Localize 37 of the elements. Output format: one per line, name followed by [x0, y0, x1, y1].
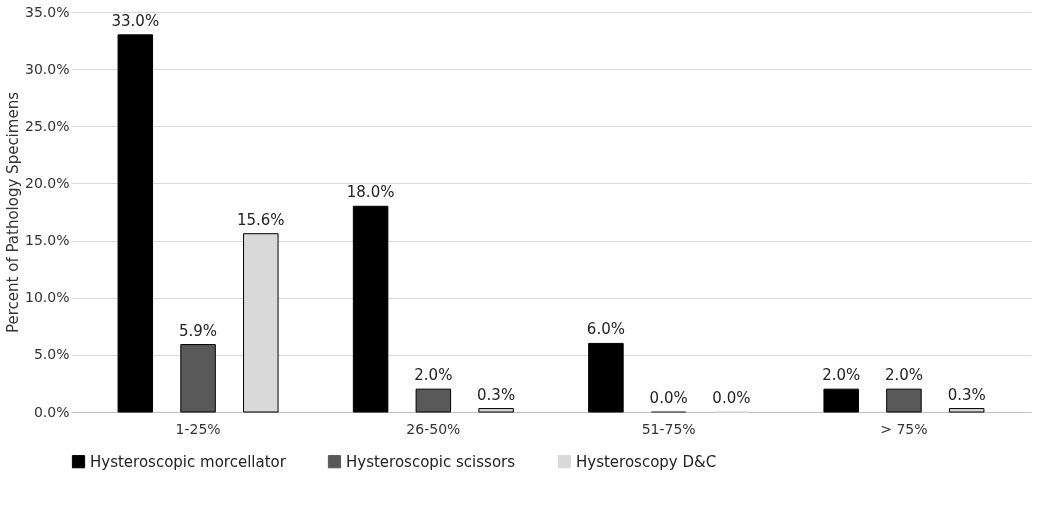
- x-tick-label: 1-25%: [175, 420, 221, 437]
- y-tick-label: 35.0%: [25, 3, 70, 20]
- y-tick-label: 5.0%: [33, 346, 70, 363]
- bar: [823, 388, 859, 413]
- legend-label: Hysteroscopic morcellator: [90, 452, 287, 471]
- data-label: 0.0%: [649, 389, 688, 407]
- legend-label: Hysteroscopy D&C: [576, 452, 717, 471]
- bar: [180, 344, 216, 413]
- y-tick-label: 20.0%: [25, 174, 70, 191]
- data-label: 6.0%: [586, 320, 625, 339]
- y-axis-title: Percent of Pathology Specimens: [4, 91, 23, 333]
- bar: [478, 408, 514, 413]
- data-label: 2.0%: [884, 366, 923, 385]
- bar: [948, 408, 985, 413]
- bar: [117, 34, 154, 413]
- data-label: 18.0%: [346, 183, 395, 202]
- data-label: 0.3%: [947, 385, 986, 404]
- bar: [886, 388, 922, 413]
- data-label: 0.3%: [477, 385, 516, 404]
- legend-label: Hysteroscopic scissors: [346, 452, 516, 471]
- y-tick-label: 25.0%: [25, 117, 70, 134]
- x-tick-label: > 75%: [880, 420, 928, 437]
- x-tick-label: 51-75%: [641, 420, 696, 437]
- data-label: 0.0%: [712, 389, 751, 407]
- data-label: 2.0%: [414, 366, 453, 385]
- x-tick-label: 26-50%: [406, 420, 461, 437]
- y-tick-label: 15.0%: [25, 232, 70, 249]
- data-label: 5.9%: [179, 321, 218, 340]
- data-label: 15.6%: [236, 210, 285, 229]
- y-tick-label: 30.0%: [25, 60, 70, 77]
- bar: [352, 205, 389, 413]
- bar: [415, 388, 452, 413]
- y-tick-label: 0.0%: [33, 403, 70, 420]
- data-label: 2.0%: [822, 366, 861, 385]
- bar: [588, 342, 624, 413]
- y-tick-label: 10.0%: [25, 289, 70, 306]
- data-label: 33.0%: [111, 11, 160, 30]
